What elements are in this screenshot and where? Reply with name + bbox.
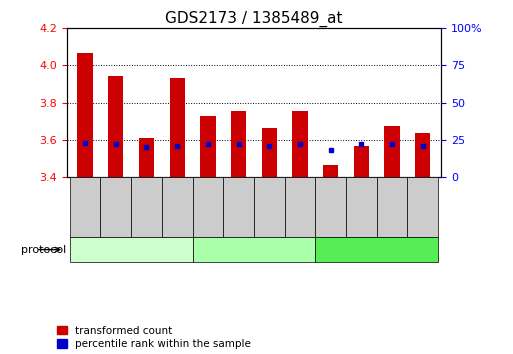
Bar [77, 53, 93, 177]
Text: GSM114627: GSM114627 [111, 184, 121, 230]
Bar [231, 111, 246, 177]
Bar [262, 128, 277, 177]
Text: GSM114622: GSM114622 [203, 184, 212, 230]
Text: GSM114619: GSM114619 [357, 184, 366, 230]
Bar [415, 133, 430, 177]
Bar [108, 76, 124, 177]
Text: GSM114621: GSM114621 [418, 184, 427, 230]
Bar [292, 111, 308, 177]
Bar [323, 165, 339, 177]
Text: GSM114625: GSM114625 [295, 184, 305, 230]
Text: GSM114618: GSM114618 [326, 184, 335, 230]
Legend: transformed count, percentile rank within the sample: transformed count, percentile rank withi… [56, 326, 251, 349]
Text: GSM114623: GSM114623 [234, 184, 243, 230]
Bar [353, 146, 369, 177]
Bar [200, 116, 215, 177]
Text: twice a week activity: twice a week activity [199, 245, 309, 255]
Bar [384, 126, 400, 177]
Bar [139, 138, 154, 177]
Text: GSM114629: GSM114629 [173, 184, 182, 230]
Title: GDS2173 / 1385489_at: GDS2173 / 1385489_at [165, 11, 343, 27]
Text: GSM114624: GSM114624 [265, 184, 274, 230]
Text: sedentary: sedentary [105, 245, 157, 255]
Text: GSM114628: GSM114628 [142, 184, 151, 230]
Bar [169, 78, 185, 177]
Text: GSM114626: GSM114626 [81, 184, 90, 230]
Text: GSM114620: GSM114620 [387, 184, 397, 230]
Text: protocol: protocol [21, 245, 66, 255]
Text: voluntary running: voluntary running [330, 245, 423, 255]
